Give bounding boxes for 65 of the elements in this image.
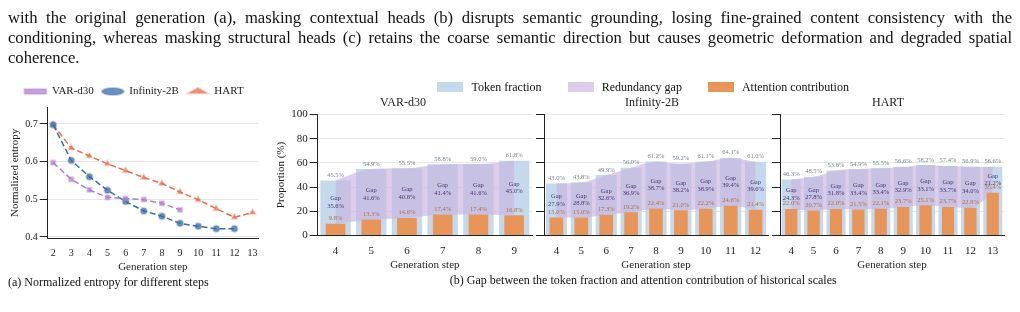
x-tick-label: 12 <box>229 247 240 259</box>
chart-title: VAR-d30 <box>380 95 427 110</box>
legend-label: Attention contribution <box>741 79 849 95</box>
chart-title: HART <box>872 95 906 110</box>
x-tick-label: 4 <box>788 244 795 257</box>
y-tick-label: 0.4 <box>25 230 38 242</box>
x-tick-label: 9 <box>511 244 518 257</box>
x-tick-label: 9 <box>900 244 907 257</box>
x-tick-label: 13 <box>987 244 1000 257</box>
x-tick-label: 10 <box>700 244 713 257</box>
x-tick-label: 5 <box>368 244 375 257</box>
x-tick-label: 4 <box>554 244 561 257</box>
text: (b) Gap between the token fraction and attention contribution of historical scales <box>448 273 838 288</box>
legend-label: HART <box>214 84 244 97</box>
x-tick-label: 12 <box>965 244 977 257</box>
legend-label: Infinity-2B <box>129 84 179 97</box>
legend-label: VAR-d30 <box>51 84 95 97</box>
x-tick-label: 6 <box>404 244 411 257</box>
y-tick-label: 0.7 <box>25 117 38 129</box>
x-tick-label: 5 <box>105 247 111 259</box>
x-tick-label: 2 <box>50 247 56 259</box>
y-tick-label: 0 <box>302 228 309 241</box>
y-tick-label: 40 <box>297 180 309 193</box>
chart-title: Infinity-2B <box>625 95 680 110</box>
x-tick-label: 7 <box>628 244 635 257</box>
x-tick-label: 5 <box>811 244 818 257</box>
x-tick-label: 8 <box>476 244 483 257</box>
y-tick-label: 20 <box>297 204 309 217</box>
x-tick-label: 9 <box>177 247 183 259</box>
legend-label: Token fraction <box>471 79 542 95</box>
x-tick-label: 11 <box>725 244 737 257</box>
x-tick-label: 8 <box>653 244 660 257</box>
x-tick-label: 7 <box>856 244 863 257</box>
y-tick-label: 80 <box>297 131 309 144</box>
y-tick-label: 0.6 <box>25 155 38 167</box>
y-axis-title: Proportion (%) <box>274 141 288 209</box>
x-tick-label: 6 <box>833 244 840 257</box>
x-tick-label: 5 <box>579 244 586 257</box>
y-tick-label: 60 <box>297 155 309 168</box>
x-tick-label: 7 <box>440 244 447 257</box>
x-axis-title: Generation step <box>621 258 692 271</box>
x-tick-label: 7 <box>141 247 147 259</box>
x-tick-label: 6 <box>123 247 129 259</box>
x-axis-title: Generation step <box>390 258 461 271</box>
x-tick-label: 12 <box>750 244 762 257</box>
legend-label: Redundancy gap <box>601 79 682 95</box>
x-tick-label: 8 <box>878 244 885 257</box>
x-tick-label: 10 <box>193 247 204 259</box>
x-tick-label: 11 <box>211 247 222 259</box>
x-tick-label: 6 <box>603 244 610 257</box>
x-tick-label: 13 <box>247 247 258 259</box>
x-tick-label: 8 <box>159 247 165 259</box>
text: with the original generation (a), masking contextual heads (b) disrupts semantic grounding, losing fine-grained content consistency with the conditioning, whereas masking structural heads (c) retains the coarse semantic direction but causes geometric deformation and degraded spatial coherence. <box>8 8 1012 68</box>
text: (a) Normalized entropy for different steps <box>8 275 210 290</box>
y-axis-title: Normalized entropy <box>8 128 21 218</box>
y-tick-label: 100 <box>291 107 309 120</box>
x-tick-label: 4 <box>333 244 340 257</box>
x-tick-label: 11 <box>943 244 954 257</box>
y-tick-label: 0.5 <box>25 192 38 204</box>
x-tick-label: 9 <box>678 244 685 257</box>
x-tick-label: 4 <box>86 247 92 259</box>
x-tick-label: 10 <box>920 244 933 257</box>
x-axis-title: Generation step <box>857 258 928 271</box>
x-axis-title: Generation step <box>118 260 189 273</box>
x-tick-label: 3 <box>68 247 74 259</box>
